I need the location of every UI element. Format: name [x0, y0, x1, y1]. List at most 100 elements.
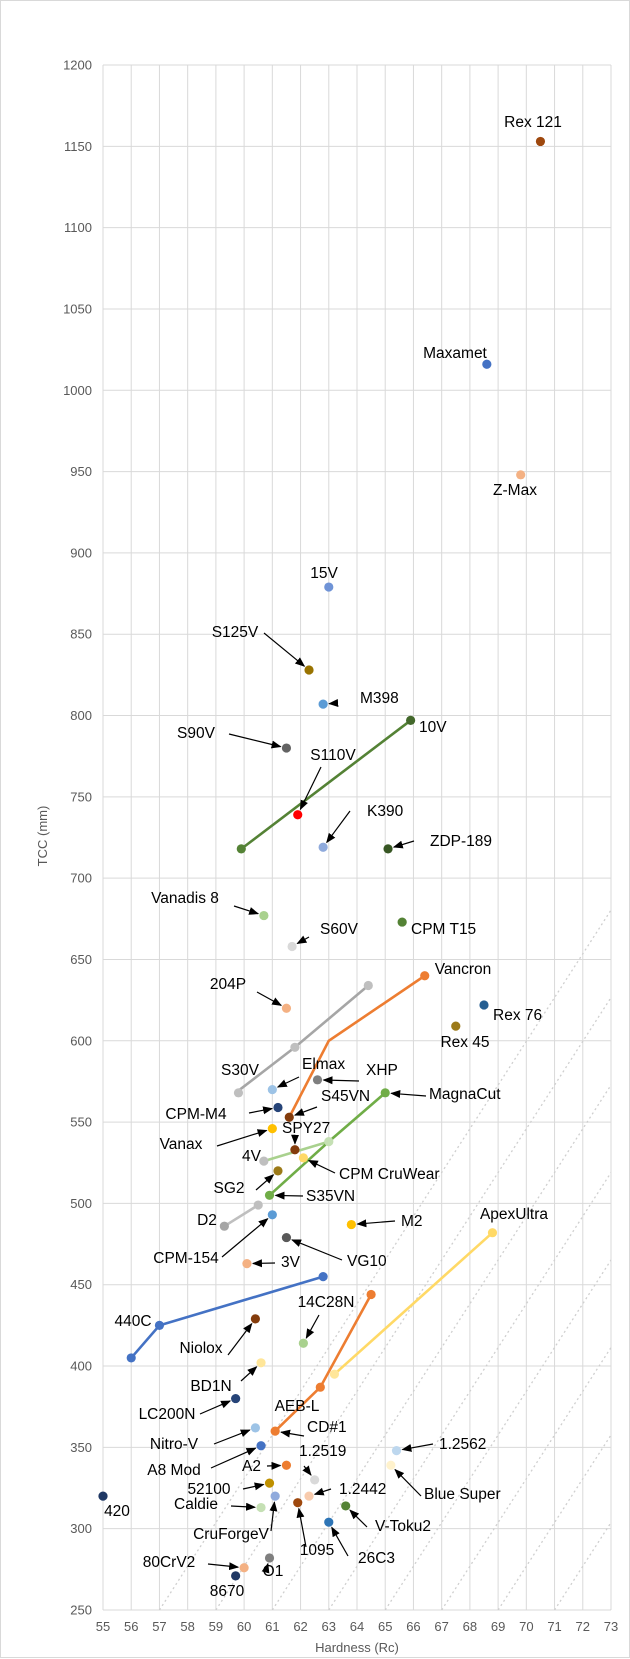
label-z-max: Z-Max [493, 482, 537, 499]
label-1-2442: 1.2442 [339, 1481, 386, 1498]
label-arrow [357, 1221, 395, 1224]
x-tick-label: 67 [434, 1619, 448, 1634]
point-v-toku2 [341, 1501, 350, 1510]
label-s45vn: S45VN [321, 1088, 370, 1105]
x-tick-label: 66 [406, 1619, 420, 1634]
point-elmax [268, 1085, 277, 1094]
label-vanadis-8: Vanadis 8 [151, 890, 219, 907]
label-arrow [264, 633, 304, 666]
label-aeb-l: AEB-L [275, 1398, 320, 1415]
series-lines [131, 720, 492, 1431]
series-line-point [364, 981, 373, 990]
label-rex-45: Rex 45 [440, 1034, 489, 1051]
label-s60v: S60V [320, 921, 359, 938]
label-arrow [309, 1160, 335, 1173]
y-tick-label: 450 [70, 1277, 92, 1292]
point-cpm-cruwear [299, 1153, 308, 1162]
reference-diagonal [159, 429, 630, 1610]
label-arrow [229, 734, 281, 747]
label-1095: 1095 [300, 1542, 334, 1559]
point-80crv2 [240, 1563, 249, 1572]
label-10v: 10V [419, 719, 447, 736]
x-tick-label: 58 [180, 1619, 194, 1634]
point-vancron [420, 971, 429, 980]
label-arrow [241, 1367, 257, 1381]
point-nitro-v [251, 1423, 260, 1432]
y-tick-label: 750 [70, 789, 92, 804]
point-bd1n [256, 1358, 265, 1367]
label-1-2562: 1.2562 [439, 1436, 486, 1453]
label-arrow [208, 1564, 238, 1567]
label-arrow [394, 841, 414, 847]
label-arrow [278, 1077, 299, 1087]
point-magnacut [381, 1088, 390, 1097]
point-vanax [268, 1124, 277, 1133]
series-line-point [319, 1272, 328, 1281]
point-sg2 [273, 1166, 282, 1175]
label-arrow [329, 703, 338, 704]
label-3v: 3V [281, 1254, 301, 1271]
y-tick-label: 300 [70, 1521, 92, 1536]
label-14c28n: 14C28N [298, 1294, 355, 1311]
point-s110v [293, 810, 302, 819]
reference-diagonals [159, 429, 630, 1610]
label-bd1n: BD1N [190, 1378, 231, 1395]
label-o1: O1 [263, 1563, 284, 1580]
point-lc200n [231, 1394, 240, 1403]
series-line-point [290, 1043, 299, 1052]
x-tick-label: 57 [152, 1619, 166, 1634]
label-arrow [402, 1444, 433, 1450]
label-xhp: XHP [366, 1062, 398, 1079]
label-d2: D2 [197, 1212, 217, 1229]
x-axis-title: Hardness (Rc) [315, 1640, 399, 1655]
y-tick-label: 950 [70, 464, 92, 479]
label-s90v: S90V [177, 725, 216, 742]
point-m2 [347, 1220, 356, 1229]
point-vg10 [282, 1233, 291, 1242]
x-tick-label: 70 [519, 1619, 533, 1634]
y-tick-label: 350 [70, 1440, 92, 1455]
point-1-2519 [310, 1475, 319, 1484]
label-arrow [243, 1484, 264, 1489]
label-8670: 8670 [210, 1583, 245, 1600]
label-rex-76: Rex 76 [493, 1007, 542, 1024]
x-tick-label: 55 [96, 1619, 110, 1634]
label-arrow [256, 1175, 273, 1190]
y-tick-label: 400 [70, 1359, 92, 1374]
point-s90v [282, 743, 291, 752]
label-440c: 440C [114, 1313, 151, 1330]
label-zdp-189: ZDP-189 [430, 833, 492, 850]
x-tick-label: 56 [124, 1619, 138, 1634]
label-arrow [234, 906, 258, 914]
series-line-point [324, 1137, 333, 1146]
label-arrow [295, 1107, 317, 1115]
point-caldie [256, 1503, 265, 1512]
point-204p [282, 1004, 291, 1013]
label-arrow [327, 811, 350, 842]
point-15v [324, 582, 333, 591]
point-3v [242, 1259, 251, 1268]
label-a8-mod: A8 Mod [147, 1462, 200, 1479]
x-tick-label: 71 [547, 1619, 561, 1634]
point-cd-1 [271, 1427, 280, 1436]
x-tick-label: 63 [322, 1619, 336, 1634]
label-rex-121: Rex 121 [504, 114, 562, 131]
point-440c [155, 1321, 164, 1330]
label-80crv2: 80CrV2 [143, 1554, 196, 1571]
point-8670 [231, 1571, 240, 1580]
point-apexultra [488, 1228, 497, 1237]
label-blue-super: Blue Super [424, 1486, 501, 1503]
label-vancron: Vancron [435, 961, 492, 978]
label-spy27: SPY27 [282, 1120, 330, 1137]
label-k390: K390 [367, 803, 404, 820]
y-tick-label: 800 [70, 708, 92, 723]
label-cpm-t15: CPM T15 [411, 921, 476, 938]
label-arrow [257, 992, 281, 1005]
x-tick-label: 61 [265, 1619, 279, 1634]
label-arrow [395, 1470, 421, 1496]
axis-ticks: 2503003504004505005506006507007508008509… [63, 58, 618, 1635]
label-arrow [249, 1109, 272, 1113]
point-s125v [304, 665, 313, 674]
series-line-point [254, 1200, 263, 1209]
